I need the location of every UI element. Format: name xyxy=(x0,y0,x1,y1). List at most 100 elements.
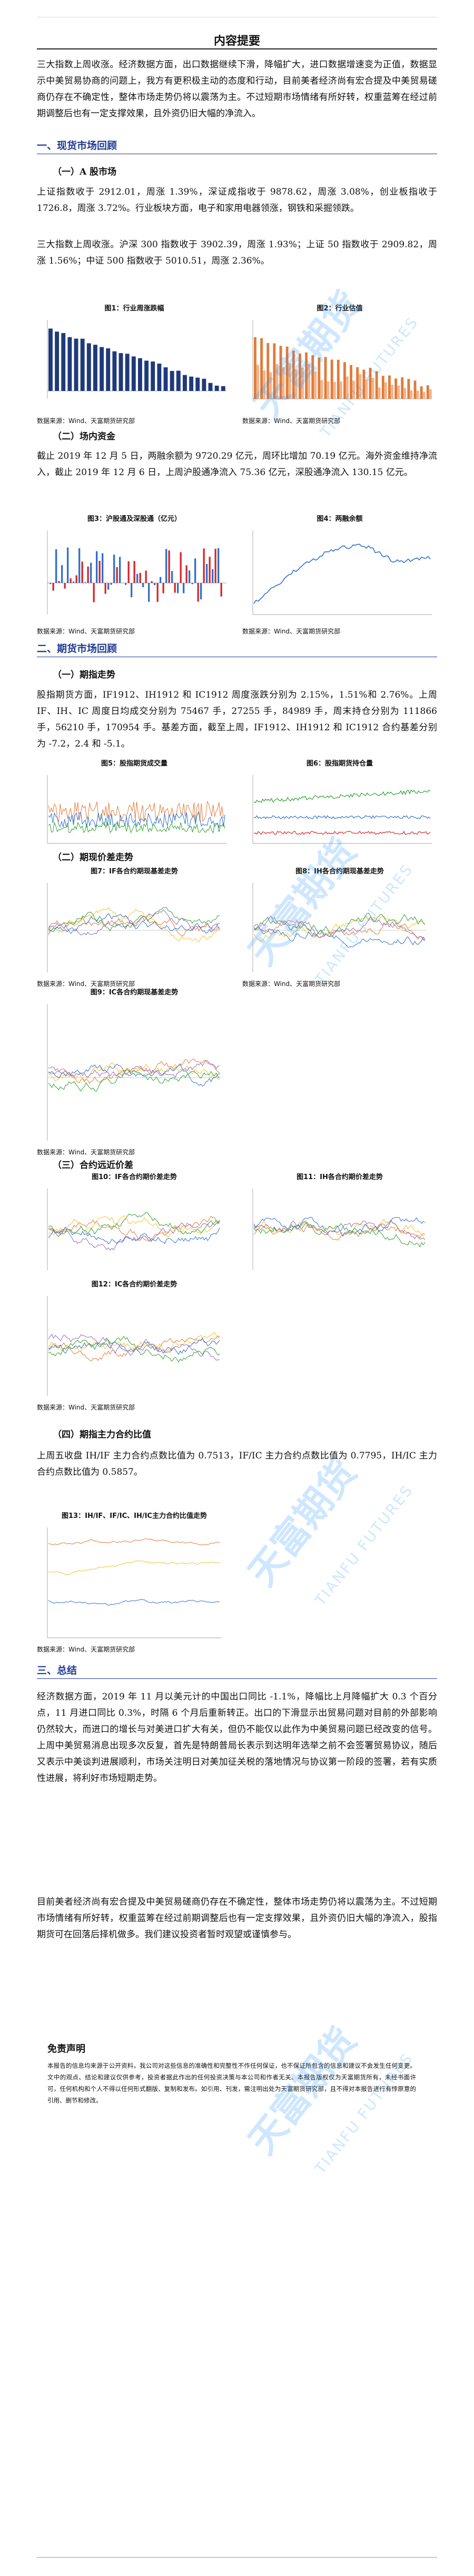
chart-line xyxy=(48,1063,220,1086)
chart-bar xyxy=(407,379,410,399)
chart-bar xyxy=(371,378,374,399)
chart-bar xyxy=(203,548,205,583)
figure-8-source: 数据来源：Wind、天富期货研究部 xyxy=(242,980,341,988)
chart-bar xyxy=(81,561,83,583)
chart-line xyxy=(253,1219,426,1240)
chart-bar xyxy=(391,385,393,399)
chart-bar xyxy=(180,552,182,583)
chart-bar xyxy=(320,380,323,399)
chart-bar xyxy=(171,571,173,583)
chart-bar xyxy=(61,565,63,583)
chart-bar xyxy=(73,581,75,583)
chart-bar xyxy=(384,382,387,399)
chart-bar xyxy=(330,359,333,399)
chart-line xyxy=(48,811,225,829)
figure-9-chart xyxy=(47,1004,221,1141)
chart-bar xyxy=(177,583,179,593)
chart-bar xyxy=(107,583,110,590)
chart-bar xyxy=(104,583,106,594)
figure-10: 图10：IF各合约期价差走势 xyxy=(37,1171,232,1275)
chart-bar xyxy=(403,388,407,399)
chart-bar xyxy=(314,371,317,399)
chart-line xyxy=(253,927,426,948)
chart-line xyxy=(48,1332,220,1352)
chart-bar xyxy=(381,376,384,399)
figure-8-chart xyxy=(252,883,427,972)
section3-title: 三、总结 xyxy=(37,1665,77,1676)
chart-line xyxy=(48,1212,220,1237)
chart-line xyxy=(48,1226,220,1244)
chart-bar xyxy=(269,372,272,399)
chart-bar xyxy=(93,345,97,391)
figure-8-title: 图8：IH各合约期现基差走势 xyxy=(295,868,384,876)
chart-bar xyxy=(279,346,282,399)
chart-bar xyxy=(212,569,214,583)
chart-line xyxy=(253,912,426,937)
disclaimer-paragraph: 本报告的信息均来源于公开资料，我公司对这些信息的准确性和完整性不作任何保证，也不… xyxy=(47,2062,416,2104)
chart-line xyxy=(48,1062,220,1082)
chart-bar xyxy=(110,583,112,585)
chart-bar xyxy=(86,343,91,391)
chart-bar xyxy=(84,582,86,583)
chart-bar xyxy=(359,374,362,399)
chart-bar xyxy=(318,357,321,399)
section1-title: 一、现货市场回顾 xyxy=(37,140,117,152)
section3-para1: 经济数据方面，2019 年 11 月以美元计的中国出口同比 -1.1%，降幅比上… xyxy=(37,1692,437,1784)
chart-bar xyxy=(168,550,170,583)
figure-5: 图5：股指期货成交量 xyxy=(37,758,232,849)
chart-line xyxy=(253,915,426,942)
chart-bar xyxy=(191,583,193,585)
chart-line xyxy=(48,907,220,932)
chart-bar xyxy=(426,385,429,399)
chart-bar xyxy=(185,565,187,583)
chart-bar xyxy=(394,378,397,399)
figure-9: 图9：IC各合约期现基差走势 数据来源：Wind、天富期货研究部 xyxy=(37,987,232,1156)
figure-10-title: 图10：IF各合约期价差走势 xyxy=(92,1173,177,1181)
section2-sub3: （三）合约远近价差 xyxy=(53,1160,133,1171)
chart-bar xyxy=(119,557,121,583)
chart-bar xyxy=(206,564,208,583)
chart-bar xyxy=(156,583,159,602)
chart-bar xyxy=(106,348,111,391)
chart-line xyxy=(48,1069,220,1092)
chart-bar xyxy=(263,370,266,399)
section3-para2: 目前美者经济尚有宏合提及中美贸易磋商仍存在不确定性，整体市场走势仍将以震荡为主。… xyxy=(37,1897,437,1940)
chart-bar xyxy=(151,361,155,391)
chart-bar xyxy=(116,567,118,583)
figure-8: 图8：IH各合约期现基差走势 数据来源：Wind、天富期货研究部 xyxy=(242,866,437,988)
chart-line xyxy=(253,789,431,803)
section2-sub2: （二）期现价差走势 xyxy=(53,852,133,863)
chart-bar xyxy=(113,555,115,583)
section1-sub1: （一）A 股市场 xyxy=(53,167,117,177)
chart-bar xyxy=(378,387,381,399)
figure-13: 图13：IH/IF、IF/IC、IH/IC主力合约比值走势 数据来源：Wind、… xyxy=(37,1510,232,1654)
chart-bar xyxy=(324,357,327,399)
chart-bar xyxy=(388,375,391,399)
chart-bar xyxy=(118,353,123,391)
chart-bar xyxy=(50,583,52,585)
chart-line xyxy=(253,1223,426,1241)
figure-11-chart xyxy=(252,1189,426,1270)
chart-line xyxy=(48,907,220,942)
chart-bar xyxy=(93,583,95,602)
chart-bar xyxy=(80,338,85,391)
figure-7-title: 图7：IF各合约期现基差走势 xyxy=(91,868,178,876)
chart-bar xyxy=(214,385,219,391)
disclaimer-title: 免责声明 xyxy=(47,2044,85,2055)
chart-bar xyxy=(301,367,304,399)
figure-7-chart xyxy=(47,883,221,972)
chart-bar xyxy=(55,331,60,391)
figure-12-source: 数据来源：Wind、天富期货研究部 xyxy=(37,1404,135,1411)
chart-bar xyxy=(138,358,142,391)
figure-4: 图4：两融余额 数据来源：Wind、天富期货研究部 xyxy=(242,513,437,636)
chart-bar xyxy=(413,380,417,399)
chart-bar xyxy=(285,346,289,399)
chart-bar xyxy=(176,370,181,391)
chart-bar xyxy=(183,583,185,593)
chart-bar xyxy=(273,343,276,399)
figure-4-chart xyxy=(252,530,432,615)
chart-bar xyxy=(254,337,256,399)
chart-bar xyxy=(218,548,220,583)
chart-bar xyxy=(416,390,419,399)
